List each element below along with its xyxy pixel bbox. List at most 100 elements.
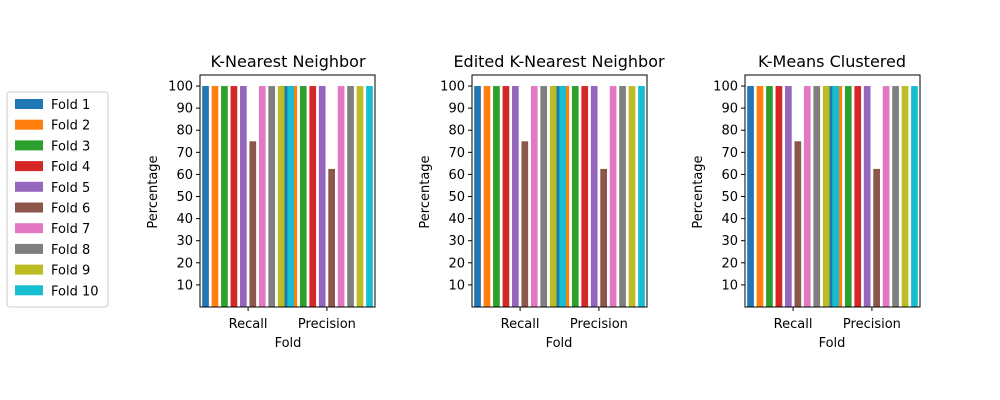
bar: [521, 141, 529, 307]
bar: [530, 86, 538, 307]
bar: [794, 141, 802, 307]
bar: [366, 86, 373, 307]
legend: Fold 1 Fold 2 Fold 3 Fold 4 Fold 5 Fold 6 Fold…: [6, 91, 109, 308]
legend-label: Fold 9: [51, 264, 90, 279]
y-axis: 10 20 30 40 50 60 70 80 90 100: [168, 80, 200, 293]
legend-swatch: [15, 264, 43, 275]
bar: [638, 86, 645, 307]
x-tick-label: Recall: [501, 317, 540, 332]
y-tick-label: 60: [448, 168, 465, 183]
y-axis: 10 20 30 40 50 60 70 80 90 100: [713, 80, 745, 293]
bar: [202, 86, 209, 307]
bar: [803, 86, 811, 307]
chart-kmeans: K-Means Clustered Fold Percentage 10 20 30…: [691, 52, 921, 351]
y-tick-label: 100: [440, 80, 465, 95]
chart-edited-knn: Edited K-Nearest Neighbor Fold Percentag…: [418, 52, 665, 351]
legend-label: Fold 8: [51, 243, 90, 258]
bar: [619, 86, 626, 307]
y-tick-label: 70: [721, 146, 738, 161]
y-axis-label: Percentage: [418, 155, 433, 228]
y-tick-label: 10: [721, 278, 738, 293]
legend-label: Fold 10: [51, 284, 99, 299]
bar: [571, 86, 579, 307]
bar: [581, 86, 589, 307]
bar: [844, 86, 852, 307]
x-axis: Recall Precision: [774, 307, 901, 332]
bar: [347, 86, 354, 307]
legend-label: Fold 3: [51, 139, 90, 154]
bar: [502, 86, 510, 307]
x-tick-label: Precision: [843, 317, 901, 332]
y-tick-label: 70: [448, 146, 465, 161]
bar: [766, 86, 773, 307]
x-axis: Recall Precision: [501, 307, 628, 332]
plot-frame: [199, 74, 376, 308]
y-tick-label: 80: [448, 124, 465, 139]
bar: [249, 141, 257, 307]
bar: [756, 86, 764, 307]
bar: [911, 86, 918, 307]
y-axis-label: Percentage: [146, 155, 161, 228]
y-axis: 10 20 30 40 50 60 70 80 90 100: [440, 80, 472, 293]
bar: [854, 86, 862, 307]
bar: [240, 86, 247, 307]
bar: [211, 86, 219, 307]
y-tick-label: 30: [176, 234, 193, 249]
bar: [474, 86, 481, 307]
legend-label: Fold 4: [51, 160, 90, 175]
y-tick-label: 20: [721, 256, 738, 271]
bar: [559, 86, 566, 307]
bar: [287, 86, 294, 307]
x-axis: Recall Precision: [229, 307, 356, 332]
y-tick-label: 20: [176, 256, 193, 271]
plot-frame: [471, 74, 648, 308]
bar: [512, 86, 519, 307]
chart-title: K-Means Clustered: [758, 52, 906, 71]
x-tick-label: Precision: [570, 317, 628, 332]
legend-swatch: [15, 99, 43, 109]
y-tick-label: 40: [448, 212, 465, 227]
legend-label: Fold 2: [51, 119, 90, 134]
legend-swatch: [15, 140, 43, 151]
bars: [747, 86, 918, 307]
bar: [299, 86, 307, 307]
legend-label: Fold 7: [51, 222, 90, 237]
bar: [318, 86, 326, 307]
x-axis-label: Fold: [819, 336, 846, 351]
y-tick-label: 70: [176, 146, 193, 161]
y-tick-label: 20: [448, 256, 465, 271]
y-tick-label: 10: [176, 278, 193, 293]
bar: [337, 86, 345, 307]
x-tick-label: Recall: [229, 317, 268, 332]
bar: [775, 86, 783, 307]
plot-frame: [744, 74, 921, 308]
bar: [493, 86, 500, 307]
y-tick-label: 50: [176, 190, 193, 205]
y-axis-label: Percentage: [691, 155, 706, 228]
bar: [901, 86, 909, 307]
bar: [822, 86, 830, 307]
bars: [474, 86, 645, 307]
bar: [268, 86, 276, 307]
y-tick-label: 90: [721, 102, 738, 117]
y-tick-label: 90: [176, 102, 193, 117]
bar: [813, 86, 821, 307]
y-tick-label: 100: [168, 80, 193, 95]
chart-title: Edited K-Nearest Neighbor: [453, 52, 665, 71]
y-tick-label: 80: [176, 124, 193, 139]
x-tick-label: Precision: [298, 317, 356, 332]
y-tick-label: 40: [176, 212, 193, 227]
legend-swatch: [15, 223, 43, 234]
legend-label: Fold 1: [51, 98, 90, 113]
bar: [747, 86, 754, 307]
bar: [892, 86, 899, 307]
bar: [785, 86, 792, 307]
y-tick-label: 60: [721, 168, 738, 183]
bar: [221, 86, 228, 307]
x-tick-label: Recall: [774, 317, 813, 332]
legend-swatch: [15, 161, 43, 172]
y-tick-label: 100: [713, 80, 738, 95]
y-tick-label: 60: [176, 168, 193, 183]
x-axis-label: Fold: [546, 336, 573, 351]
bar: [309, 86, 317, 307]
